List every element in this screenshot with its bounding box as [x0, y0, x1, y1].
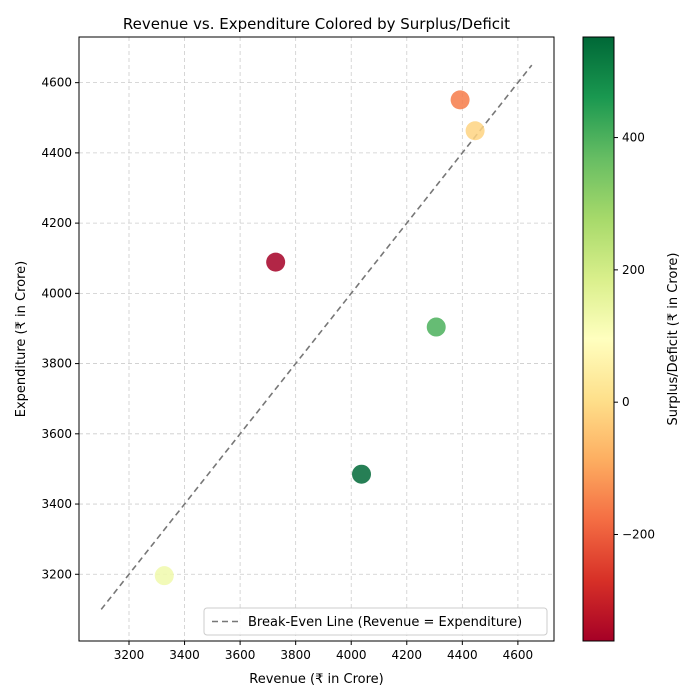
- legend-label: Break-Even Line (Revenue = Expenditure): [248, 615, 522, 630]
- x-tick-label: 4600: [503, 648, 534, 662]
- y-axis-ticks: 3200 3400 3600 3800 4000 4200 4400 4600: [41, 76, 79, 581]
- colorbar-tick-label: 200: [622, 263, 645, 277]
- x-tick-label: 4400: [447, 648, 478, 662]
- colorbar-tick-label: 0: [622, 395, 630, 409]
- colorbar: −200 0 200 400 Surplus/Deficit (₹ in Crore): [582, 36, 681, 642]
- x-tick-label: 3200: [114, 648, 145, 662]
- plot-frame: [78, 36, 555, 642]
- scatter-point: [352, 464, 371, 484]
- x-tick-label: 4200: [392, 648, 423, 662]
- x-tick-label: 3400: [169, 648, 200, 662]
- scatter-point: [450, 90, 470, 110]
- y-tick-label: 3400: [41, 497, 72, 511]
- x-axis-label: Revenue (₹ in Crore): [249, 672, 383, 687]
- y-tick-label: 4000: [41, 286, 72, 300]
- y-tick-label: 3800: [41, 357, 72, 371]
- y-tick-label: 3200: [41, 567, 72, 581]
- colorbar-ticks: −200 0 200 400: [614, 131, 655, 541]
- x-tick-label: 3800: [280, 648, 311, 662]
- legend-box: [203, 607, 548, 636]
- y-tick-label: 4600: [41, 76, 72, 90]
- scatter-point: [266, 252, 286, 272]
- x-tick-label: 4000: [336, 648, 367, 662]
- colorbar-tick-label: 400: [622, 131, 645, 145]
- colorbar-label: Surplus/Deficit (₹ in Crore): [666, 253, 681, 426]
- data-points: [154, 90, 485, 586]
- y-tick-label: 4400: [41, 146, 72, 160]
- y-tick-label: 4200: [41, 216, 72, 230]
- legend: Break-Even Line (Revenue = Expenditure): [203, 607, 548, 636]
- break-even-line: [100, 64, 533, 610]
- scatter-point: [426, 317, 446, 337]
- x-tick-label: 3600: [225, 648, 256, 662]
- chart-title: Revenue vs. Expenditure Colored by Surpl…: [123, 15, 510, 33]
- colorbar-gradient: [582, 36, 615, 642]
- y-tick-label: 3600: [41, 427, 72, 441]
- scatter-point: [465, 121, 485, 141]
- x-axis-ticks: 3200 3400 3600 3800 4000 4200 4400 4600: [114, 641, 533, 662]
- colorbar-tick-label: −200: [622, 527, 655, 541]
- scatter-point: [154, 566, 174, 586]
- y-axis-label: Expenditure (₹ in Crore): [14, 261, 29, 417]
